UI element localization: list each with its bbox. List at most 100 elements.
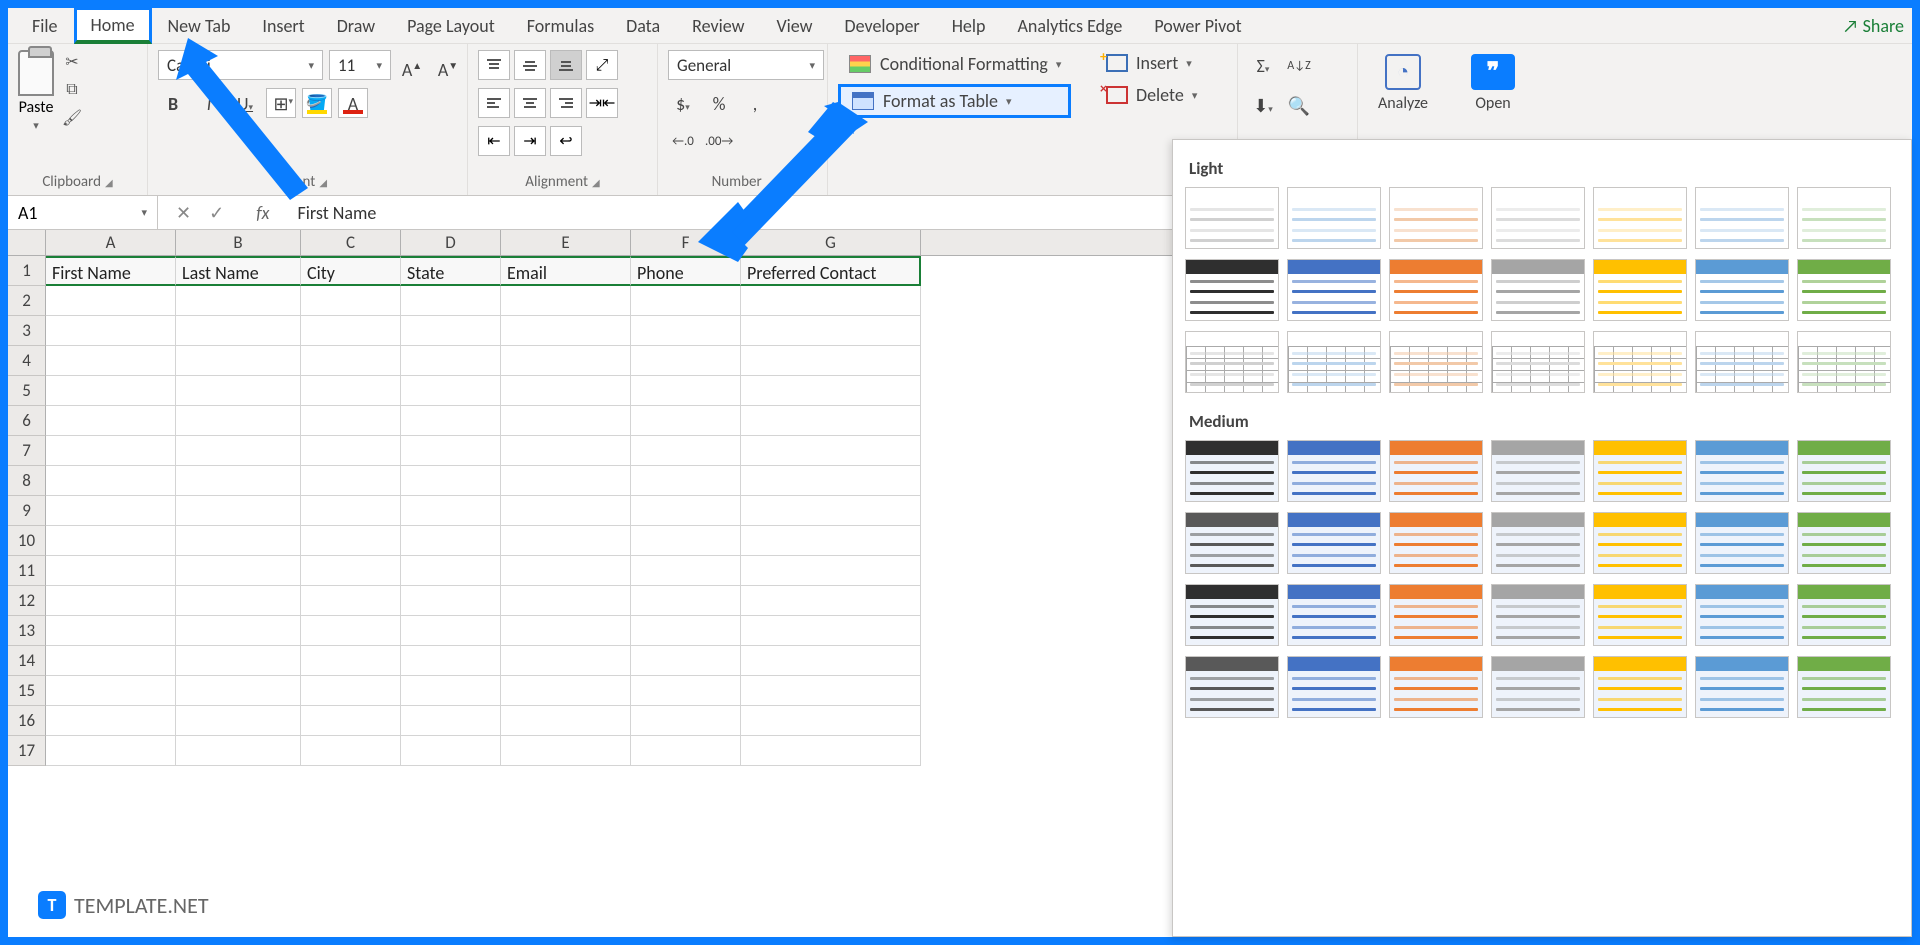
cut-button[interactable]: ✂ <box>60 52 84 72</box>
table-style-swatch[interactable] <box>1185 584 1279 646</box>
cell[interactable] <box>501 556 631 586</box>
row-header[interactable]: 10 <box>8 526 46 556</box>
cell[interactable] <box>631 526 741 556</box>
cell[interactable]: Last Name <box>176 256 301 286</box>
tab-data[interactable]: Data <box>610 9 676 43</box>
cell[interactable]: First Name <box>46 256 176 286</box>
cell[interactable] <box>631 556 741 586</box>
orientation-button[interactable]: ⤢ <box>586 50 618 80</box>
table-style-swatch[interactable] <box>1695 512 1789 574</box>
cell[interactable] <box>176 376 301 406</box>
table-style-swatch[interactable] <box>1287 512 1381 574</box>
table-style-swatch[interactable] <box>1287 259 1381 321</box>
cell[interactable] <box>501 286 631 316</box>
cell[interactable] <box>741 496 921 526</box>
cell[interactable] <box>501 646 631 676</box>
row-header[interactable]: 14 <box>8 646 46 676</box>
column-header[interactable]: E <box>501 230 631 255</box>
cell[interactable] <box>176 556 301 586</box>
cell[interactable] <box>631 676 741 706</box>
cell[interactable] <box>176 676 301 706</box>
cell[interactable] <box>176 286 301 316</box>
cell[interactable] <box>176 316 301 346</box>
cell[interactable]: Email <box>501 256 631 286</box>
cell[interactable] <box>46 316 176 346</box>
cell[interactable] <box>401 376 501 406</box>
cell[interactable] <box>741 556 921 586</box>
cell[interactable] <box>631 436 741 466</box>
cell[interactable] <box>401 616 501 646</box>
align-middle-button[interactable] <box>514 50 546 80</box>
cell[interactable] <box>46 586 176 616</box>
table-style-swatch[interactable] <box>1695 656 1789 718</box>
row-header[interactable]: 16 <box>8 706 46 736</box>
cell[interactable] <box>301 316 401 346</box>
cell[interactable] <box>631 736 741 766</box>
tab-view[interactable]: View <box>760 9 828 43</box>
align-bottom-button[interactable] <box>550 50 582 80</box>
table-style-swatch[interactable] <box>1797 512 1891 574</box>
table-style-swatch[interactable] <box>1389 584 1483 646</box>
cell[interactable] <box>301 436 401 466</box>
copy-button[interactable]: ⧉ <box>60 80 84 100</box>
cell[interactable] <box>741 376 921 406</box>
cell[interactable] <box>46 466 176 496</box>
increase-indent-button[interactable]: ⇥ <box>514 126 546 156</box>
cell[interactable] <box>501 406 631 436</box>
table-style-swatch[interactable] <box>1287 584 1381 646</box>
cell[interactable] <box>631 316 741 346</box>
cell[interactable] <box>176 706 301 736</box>
cell[interactable] <box>176 496 301 526</box>
cell[interactable] <box>401 406 501 436</box>
column-header[interactable]: D <box>401 230 501 255</box>
cell[interactable] <box>631 406 741 436</box>
row-header[interactable]: 8 <box>8 466 46 496</box>
cell[interactable] <box>741 586 921 616</box>
align-top-button[interactable] <box>478 50 510 80</box>
format-painter-button[interactable]: 🖌 <box>60 108 84 128</box>
table-style-swatch[interactable] <box>1491 440 1585 502</box>
table-style-swatch[interactable] <box>1695 259 1789 321</box>
row-header[interactable]: 6 <box>8 406 46 436</box>
table-style-swatch[interactable] <box>1287 331 1381 393</box>
table-style-swatch[interactable] <box>1695 331 1789 393</box>
cell[interactable] <box>631 286 741 316</box>
tab-page-layout[interactable]: Page Layout <box>391 9 511 43</box>
table-style-swatch[interactable] <box>1593 259 1687 321</box>
insert-cells-button[interactable]: Insert▾ <box>1098 50 1205 76</box>
align-right-button[interactable] <box>550 88 582 118</box>
cell[interactable] <box>301 466 401 496</box>
cell[interactable] <box>401 346 501 376</box>
cell[interactable] <box>176 466 301 496</box>
cell[interactable] <box>401 466 501 496</box>
cell[interactable] <box>741 646 921 676</box>
cell[interactable] <box>501 376 631 406</box>
number-format-combo[interactable]: General▾ <box>668 50 824 80</box>
column-header[interactable]: B <box>176 230 301 255</box>
autosum-button[interactable]: Σ▾ <box>1248 50 1278 80</box>
cell[interactable] <box>631 646 741 676</box>
tab-developer[interactable]: Developer <box>829 9 936 43</box>
table-style-swatch[interactable] <box>1593 440 1687 502</box>
table-style-swatch[interactable] <box>1389 259 1483 321</box>
cell[interactable] <box>46 286 176 316</box>
column-header[interactable]: C <box>301 230 401 255</box>
cell[interactable] <box>46 556 176 586</box>
cell[interactable] <box>301 346 401 376</box>
wrap-text-button[interactable]: ↩ <box>550 126 582 156</box>
merge-button[interactable]: ⇥⇤ <box>586 88 618 118</box>
table-style-swatch[interactable] <box>1185 259 1279 321</box>
cell[interactable] <box>46 376 176 406</box>
cell[interactable] <box>741 436 921 466</box>
fill-button[interactable]: ⬇▾ <box>1248 90 1278 120</box>
row-header[interactable]: 11 <box>8 556 46 586</box>
table-style-swatch[interactable] <box>1491 259 1585 321</box>
cell[interactable] <box>631 376 741 406</box>
cell[interactable] <box>501 676 631 706</box>
cell[interactable] <box>501 496 631 526</box>
table-style-swatch[interactable] <box>1797 331 1891 393</box>
cell[interactable] <box>401 286 501 316</box>
cell[interactable] <box>741 616 921 646</box>
tab-formulas[interactable]: Formulas <box>511 9 610 43</box>
table-style-swatch[interactable] <box>1389 187 1483 249</box>
